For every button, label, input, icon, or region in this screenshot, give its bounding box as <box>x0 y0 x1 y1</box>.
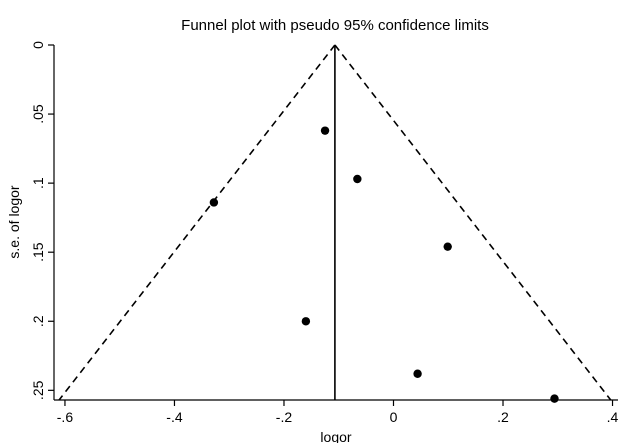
plot-area <box>58 44 612 403</box>
y-tick-label-4: .2 <box>30 315 46 327</box>
data-point-4 <box>443 242 452 251</box>
y-tick-label-0: 0 <box>30 41 46 49</box>
data-point-5 <box>301 317 311 326</box>
y-axis-label: s.e. of logor <box>6 185 22 258</box>
upper-confidence-limit <box>334 44 612 401</box>
y-tick-label-2: .1 <box>30 177 46 189</box>
y-tick-label-3: .15 <box>30 242 46 262</box>
y-tick-label-5: .25 <box>30 380 46 400</box>
x-tick-label-0: -.6 <box>57 409 74 425</box>
lower-confidence-limit <box>58 44 336 401</box>
x-tick-label-4: .2 <box>497 409 509 425</box>
y-tick-label-1: .05 <box>30 104 46 124</box>
data-point-7 <box>550 394 559 403</box>
axes: -.6 -.4 -.2 0 .2 .4 0 .05 .1 .15 .2 .25 <box>30 41 619 425</box>
x-tick-label-5: .4 <box>607 409 619 425</box>
x-tick-label-1: -.4 <box>166 409 183 425</box>
chart-title: Funnel plot with pseudo 95% confidence l… <box>181 17 489 34</box>
data-point-3 <box>209 198 219 207</box>
x-tick-label-2: -.2 <box>276 409 293 425</box>
data-point-1 <box>320 126 330 135</box>
data-point-2 <box>353 174 362 184</box>
x-axis-label: logor <box>320 429 351 443</box>
x-tick-label-3: 0 <box>390 409 398 425</box>
data-point-6 <box>413 369 422 378</box>
